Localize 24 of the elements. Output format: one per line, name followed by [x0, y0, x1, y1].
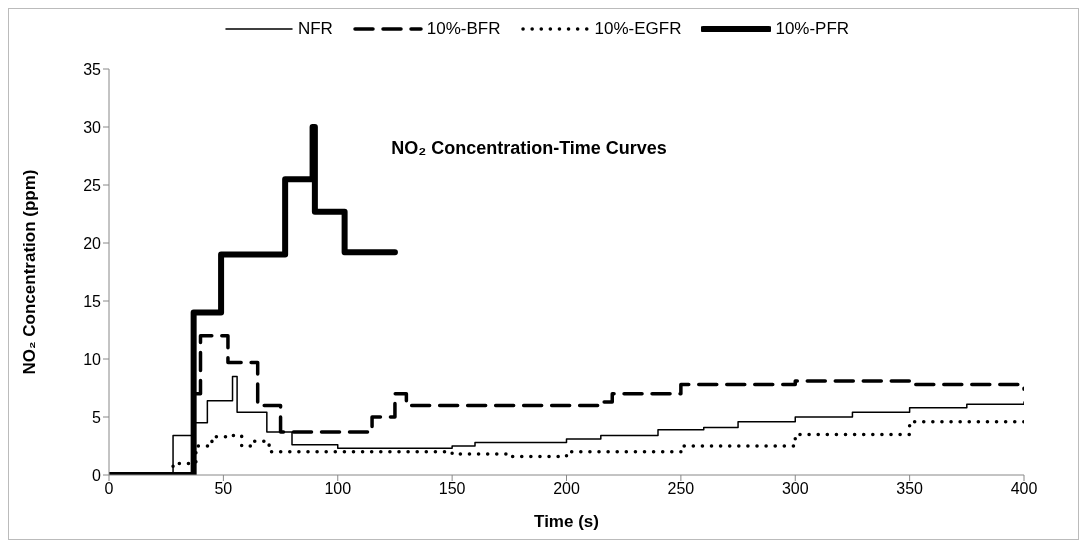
legend-label: NFR — [297, 19, 333, 39]
x-tick-label: 200 — [553, 480, 580, 498]
x-axis-title: Time (s) — [534, 512, 599, 532]
x-tick-label: 300 — [781, 480, 809, 498]
y-axis-title: NO₂ Concentration (ppm) — [20, 169, 40, 375]
y-tick-label: 30 — [83, 118, 102, 136]
x-tick-label: 150 — [438, 480, 466, 498]
legend-label: 10%-BFR — [426, 19, 501, 39]
legend-label: 10%-EGFR — [594, 19, 682, 39]
y-tick-label: 0 — [92, 466, 102, 484]
x-tick-label: 250 — [667, 480, 695, 498]
y-tick-label: 10 — [83, 350, 102, 368]
y-tick-label: 20 — [83, 234, 102, 252]
y-tick-label: 35 — [83, 60, 102, 78]
x-tick-label: 350 — [896, 480, 924, 498]
x-tick-label: 400 — [1010, 480, 1038, 498]
y-tick-label: 5 — [92, 408, 102, 426]
x-tick-label: 100 — [324, 480, 352, 498]
legend-label: 10%-PFR — [775, 19, 850, 39]
x-tick-label: 0 — [104, 480, 114, 498]
x-tick-label: 50 — [214, 480, 233, 498]
y-tick-label: 15 — [83, 292, 102, 310]
y-tick-label: 25 — [83, 176, 102, 194]
text: NO₂ Concentration-Time Curves — [391, 138, 667, 158]
